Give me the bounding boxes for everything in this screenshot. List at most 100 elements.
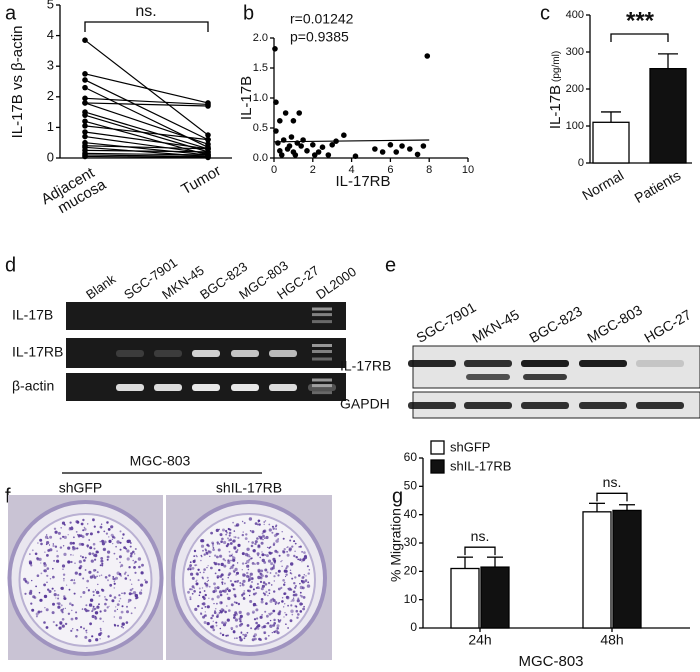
- colony: [297, 558, 300, 561]
- y-tick-label: 100: [566, 120, 584, 132]
- colony: [46, 541, 50, 545]
- colony: [262, 538, 264, 541]
- point: [424, 53, 431, 59]
- colony: [290, 600, 292, 602]
- colony: [85, 604, 88, 607]
- colony: [69, 602, 72, 605]
- colony: [94, 615, 97, 618]
- band: [231, 350, 259, 357]
- colony: [62, 568, 64, 570]
- colony: [92, 605, 95, 608]
- colony: [84, 556, 87, 559]
- colony: [226, 634, 229, 637]
- panel-letter: b: [243, 2, 254, 24]
- colony: [218, 528, 220, 531]
- point: [286, 143, 293, 149]
- colony: [205, 551, 207, 553]
- lane-label: BGC-823: [526, 303, 585, 346]
- colony: [281, 597, 284, 599]
- colony: [60, 586, 64, 591]
- colony: [239, 582, 242, 584]
- colony: [281, 531, 283, 533]
- colony: [137, 557, 142, 561]
- colony: [214, 554, 217, 557]
- colony: [208, 550, 212, 554]
- colony: [211, 541, 215, 545]
- colony: [306, 584, 311, 588]
- colony: [82, 577, 85, 580]
- colony: [28, 561, 33, 565]
- colony: [92, 518, 95, 522]
- point: [273, 99, 279, 105]
- colony: [52, 575, 55, 579]
- colony: [233, 637, 236, 640]
- x-tick-label: 6: [387, 164, 393, 176]
- colony: [261, 551, 263, 553]
- point: [315, 149, 322, 155]
- colony: [30, 602, 33, 605]
- colony: [130, 612, 133, 615]
- colony: [74, 562, 76, 564]
- colony: [75, 635, 78, 638]
- colony: [91, 574, 96, 578]
- colony: [268, 528, 272, 532]
- colony: [223, 564, 227, 568]
- colony: [276, 624, 280, 628]
- pair-line: [84, 125, 209, 141]
- colony: [43, 563, 47, 567]
- bar: [480, 566, 510, 629]
- colony: [283, 606, 285, 608]
- colony: [102, 547, 107, 552]
- pair-line: [84, 111, 209, 150]
- colony: [232, 569, 236, 573]
- colony: [216, 555, 219, 559]
- colony: [202, 615, 206, 619]
- gel-row: [66, 302, 346, 330]
- colony: [75, 611, 78, 614]
- colony: [237, 536, 240, 540]
- colony: [85, 629, 87, 632]
- colony: [106, 521, 109, 524]
- colony: [268, 523, 271, 526]
- colony: [137, 579, 140, 582]
- colony: [40, 610, 43, 613]
- colony: [197, 605, 200, 608]
- colony: [291, 577, 294, 580]
- colony: [285, 569, 288, 573]
- pair-line: [84, 97, 209, 106]
- colony: [217, 587, 219, 590]
- colony: [70, 560, 73, 564]
- colony: [248, 589, 251, 593]
- colony: [124, 571, 127, 574]
- colony: [141, 563, 144, 567]
- colony: [191, 592, 194, 595]
- colony: [197, 568, 200, 571]
- colony: [246, 554, 250, 558]
- colony: [63, 578, 65, 580]
- y-axis-label: % Migration: [388, 508, 404, 582]
- x-tick-label: 48h: [600, 632, 623, 648]
- colony: [104, 596, 106, 598]
- colony: [242, 573, 246, 577]
- colony: [301, 551, 303, 553]
- colony: [88, 539, 91, 541]
- colony: [228, 550, 231, 553]
- colony: [88, 589, 90, 592]
- panel-letter: c: [540, 2, 550, 24]
- colony: [232, 521, 235, 524]
- colony: [299, 545, 302, 548]
- band: [408, 402, 456, 409]
- colony: [277, 574, 280, 577]
- colony: [269, 624, 273, 628]
- band: [116, 350, 144, 357]
- colony: [24, 592, 27, 595]
- colony: [299, 591, 302, 594]
- colony: [201, 602, 204, 605]
- colony: [118, 600, 121, 602]
- colony: [271, 612, 273, 614]
- colony: [284, 603, 286, 605]
- colony: [206, 576, 209, 579]
- colony: [287, 627, 289, 629]
- colony: [302, 558, 305, 562]
- colony: [273, 565, 275, 568]
